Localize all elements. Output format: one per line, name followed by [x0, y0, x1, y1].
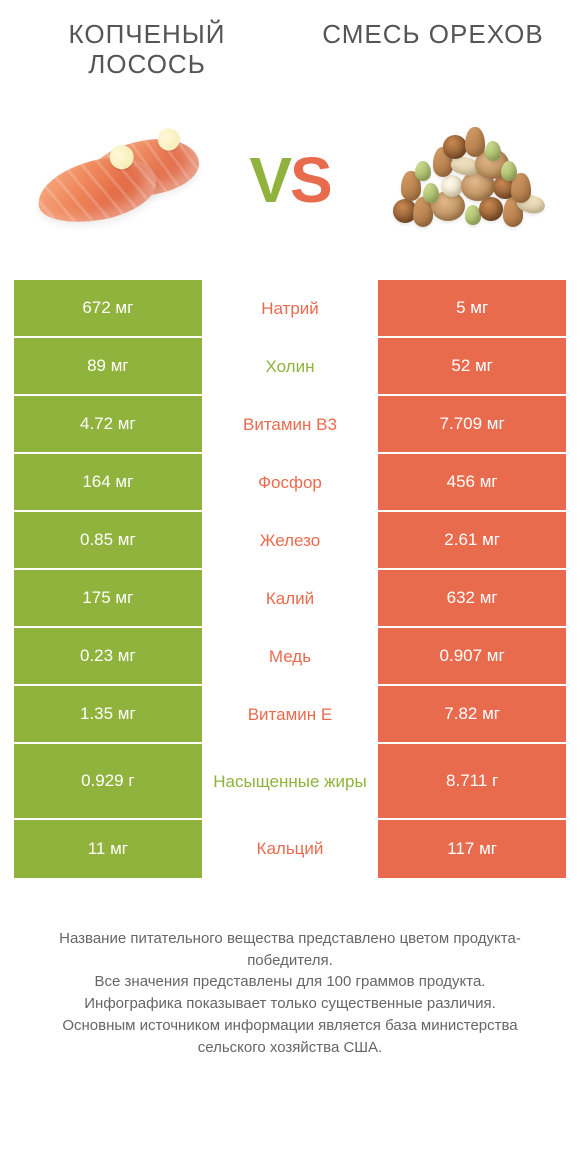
nutrient-label: Калий: [202, 570, 379, 628]
table-row: 11 мгКальций117 мг: [14, 820, 566, 878]
left-value: 672 мг: [14, 280, 202, 338]
nutrient-label: Холин: [202, 338, 379, 396]
table-row: 1.35 мгВитамин E7.82 мг: [14, 686, 566, 744]
right-value: 2.61 мг: [378, 512, 566, 570]
infographic-page: КОПЧЕНЫЙ ЛОСОСЬ СМЕСЬ ОРЕХОВ VS: [0, 0, 580, 1174]
table-row: 4.72 мгВитамин B37.709 мг: [14, 396, 566, 454]
footnote-line: Название питательного вещества представл…: [28, 928, 552, 972]
title-left: КОПЧЕНЫЙ ЛОСОСЬ: [14, 20, 280, 80]
nutrient-label: Витамин E: [202, 686, 379, 744]
vs-v: V: [249, 143, 290, 217]
footnotes: Название питательного вещества представл…: [14, 928, 566, 1059]
footnote-line: Основным источником информации является …: [28, 1015, 552, 1059]
nutrient-label: Насыщенные жиры: [202, 744, 379, 820]
left-product-image: [24, 120, 204, 240]
right-value: 0.907 мг: [378, 628, 566, 686]
left-value: 4.72 мг: [14, 396, 202, 454]
left-value: 89 мг: [14, 338, 202, 396]
nutrient-label: Медь: [202, 628, 379, 686]
nutrient-label: Фосфор: [202, 454, 379, 512]
table-row: 175 мгКалий632 мг: [14, 570, 566, 628]
nutrient-table: 672 мгНатрий5 мг89 мгХолин52 мг4.72 мгВи…: [14, 280, 566, 878]
right-value: 7.709 мг: [378, 396, 566, 454]
hero-row: VS: [14, 120, 566, 240]
nutrient-label: Натрий: [202, 280, 379, 338]
salmon-icon: [29, 130, 199, 230]
right-value: 7.82 мг: [378, 686, 566, 744]
table-row: 0.23 мгМедь0.907 мг: [14, 628, 566, 686]
vs-label: VS: [249, 143, 330, 217]
left-value: 1.35 мг: [14, 686, 202, 744]
left-value: 0.929 г: [14, 744, 202, 820]
table-row: 89 мгХолин52 мг: [14, 338, 566, 396]
table-row: 0.85 мгЖелезо2.61 мг: [14, 512, 566, 570]
table-row: 672 мгНатрий5 мг: [14, 280, 566, 338]
table-row: 164 мгФосфор456 мг: [14, 454, 566, 512]
nutrient-label: Витамин B3: [202, 396, 379, 454]
nutrient-label: Железо: [202, 512, 379, 570]
footnote-line: Инфографика показывает только существенн…: [28, 993, 552, 1015]
left-value: 175 мг: [14, 570, 202, 628]
right-product-image: [376, 120, 556, 240]
right-value: 8.711 г: [378, 744, 566, 820]
table-row: 0.929 гНасыщенные жиры8.711 г: [14, 744, 566, 820]
right-value: 52 мг: [378, 338, 566, 396]
title-right: СМЕСЬ ОРЕХОВ: [300, 20, 566, 50]
left-value: 0.23 мг: [14, 628, 202, 686]
nutrient-label: Кальций: [202, 820, 379, 878]
nuts-icon: [381, 125, 551, 235]
right-value: 632 мг: [378, 570, 566, 628]
footnote-line: Все значения представлены для 100 граммо…: [28, 971, 552, 993]
left-value: 0.85 мг: [14, 512, 202, 570]
titles-row: КОПЧЕНЫЙ ЛОСОСЬ СМЕСЬ ОРЕХОВ: [14, 20, 566, 80]
left-value: 164 мг: [14, 454, 202, 512]
vs-s: S: [290, 143, 331, 217]
right-value: 5 мг: [378, 280, 566, 338]
left-value: 11 мг: [14, 820, 202, 878]
right-value: 117 мг: [378, 820, 566, 878]
right-value: 456 мг: [378, 454, 566, 512]
